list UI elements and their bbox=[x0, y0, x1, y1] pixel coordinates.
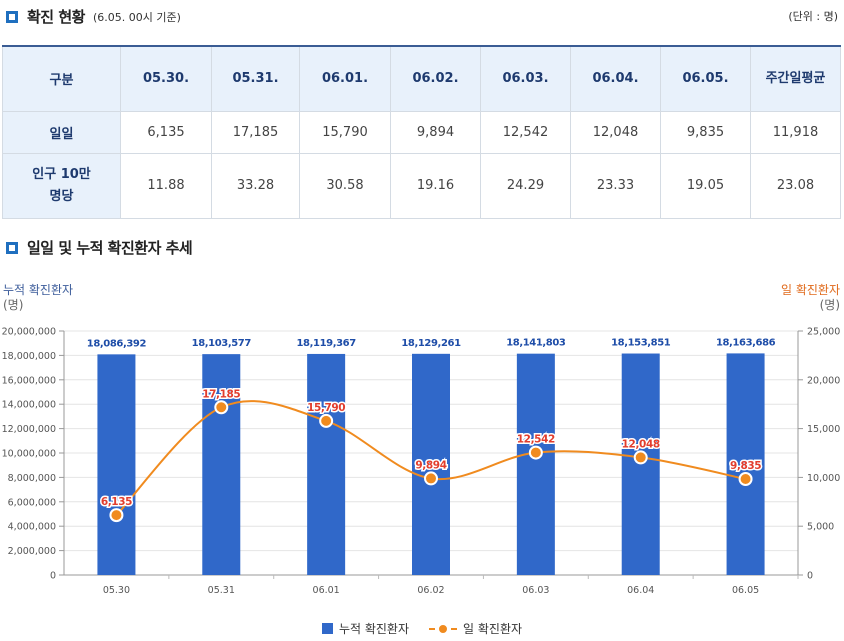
left-axis-label: 누적 확진환자 bbox=[3, 283, 74, 297]
bar-value-label: 18,129,261 bbox=[401, 338, 461, 349]
section-title: 확진 현황 bbox=[27, 8, 85, 26]
row-label: 인구 10만명당 bbox=[2, 152, 121, 219]
right-axis-label: 일 확진환자 bbox=[780, 283, 840, 297]
left-tick-label: 8,000,000 bbox=[8, 473, 56, 484]
table-cell: 9,894 bbox=[390, 110, 481, 154]
line-value-label: 9,894 bbox=[415, 459, 446, 471]
left-tick-label: 2,000,000 bbox=[8, 546, 56, 557]
line-point bbox=[109, 508, 124, 523]
left-tick-label: 12,000,000 bbox=[2, 424, 56, 435]
left-tick-label: 4,000,000 bbox=[8, 522, 56, 533]
right-tick-label: 5,000 bbox=[807, 522, 834, 533]
square-bullet-icon bbox=[6, 10, 18, 23]
confirmed-cases-table: 구분 05.30. 05.31. 06.01. 06.02. 06.03. 06… bbox=[2, 45, 841, 219]
chart-legend: 누적 확진환자 일 확진환자 bbox=[0, 620, 844, 637]
legend-label: 누적 확진환자 bbox=[338, 622, 410, 636]
line-point bbox=[528, 445, 543, 460]
table-cell: 23.08 bbox=[750, 152, 841, 219]
table-cell: 24.29 bbox=[480, 152, 571, 219]
table-header-row: 구분 05.30. 05.31. 06.01. 06.02. 06.03. 06… bbox=[2, 45, 841, 112]
unit-label: (단위 : 명) bbox=[788, 10, 838, 23]
table-cell: 23.33 bbox=[570, 152, 661, 219]
square-bullet-icon bbox=[6, 241, 18, 254]
table-cell: 19.16 bbox=[390, 152, 481, 219]
table-cell: 15,790 bbox=[299, 110, 391, 154]
header-cell: 05.31. bbox=[211, 45, 300, 112]
legend-item-cumulative[interactable]: 누적 확진환자 bbox=[321, 620, 410, 637]
bar-value-label: 18,103,577 bbox=[192, 338, 252, 349]
left-tick-label: 10,000,000 bbox=[2, 449, 56, 460]
line-marker-icon bbox=[429, 623, 458, 635]
line-value-label: 9,835 bbox=[730, 460, 761, 472]
left-axis-title: 누적 확진환자 (명) bbox=[3, 283, 73, 313]
line-value-label: 15,790 bbox=[307, 402, 345, 414]
line-point bbox=[319, 413, 334, 428]
left-tick-label: 16,000,000 bbox=[2, 375, 56, 386]
bar-value-label: 18,086,392 bbox=[87, 338, 147, 349]
right-axis-unit: (명) bbox=[819, 298, 840, 312]
line-point bbox=[214, 400, 229, 415]
x-tick-label: 06.04 bbox=[627, 585, 654, 596]
table-row: 인구 10만명당 11.88 33.28 30.58 19.16 24.29 2… bbox=[2, 152, 841, 219]
legend-label: 일 확진환자 bbox=[463, 622, 523, 636]
left-axis-unit: (명) bbox=[3, 298, 24, 312]
right-tick-label: 25,000 bbox=[807, 327, 840, 338]
right-tick-label: 10,000 bbox=[807, 473, 840, 484]
left-tick-label: 20,000,000 bbox=[2, 327, 56, 338]
table-cell: 6,135 bbox=[120, 110, 212, 154]
section-header-trend: 일일 및 누적 확진환자 추세 bbox=[6, 237, 193, 258]
header-cell: 06.04. bbox=[570, 45, 661, 112]
header-cell: 05.30. bbox=[120, 45, 212, 112]
table-cell: 19.05 bbox=[660, 152, 751, 219]
chart-title: 일일 및 누적 확진환자 추세 bbox=[27, 239, 193, 257]
bar-value-label: 18,141,803 bbox=[506, 338, 566, 349]
x-tick-label: 06.01 bbox=[313, 585, 340, 596]
header-cell: 06.03. bbox=[480, 45, 571, 112]
table-row: 일일 6,135 17,185 15,790 9,894 12,542 12,0… bbox=[2, 110, 841, 154]
line-value-label: 12,542 bbox=[517, 434, 555, 446]
header-cell: 주간일평균 bbox=[750, 45, 841, 112]
x-tick-label: 05.30 bbox=[103, 585, 130, 596]
header-cell: 구분 bbox=[2, 45, 121, 112]
legend-item-daily[interactable]: 일 확진환자 bbox=[429, 620, 522, 637]
table-cell: 11.88 bbox=[120, 152, 212, 219]
left-tick-label: 14,000,000 bbox=[2, 400, 56, 411]
line-point bbox=[738, 472, 753, 487]
bar bbox=[202, 354, 241, 575]
table-cell: 12,048 bbox=[570, 110, 661, 154]
right-tick-label: 20,000 bbox=[807, 375, 840, 386]
line-value-label: 12,048 bbox=[622, 438, 660, 450]
bar-value-label: 18,119,367 bbox=[297, 338, 357, 349]
section-header-status: 확진 현황 (6.05. 00시 기준) bbox=[6, 6, 181, 27]
x-tick-label: 06.03 bbox=[522, 585, 549, 596]
right-tick-label: 0 bbox=[807, 571, 813, 582]
bar-value-label: 18,163,686 bbox=[716, 337, 776, 348]
left-tick-label: 18,000,000 bbox=[2, 351, 56, 362]
x-tick-label: 05.31 bbox=[208, 585, 235, 596]
table-cell: 17,185 bbox=[211, 110, 300, 154]
left-tick-label: 0 bbox=[50, 571, 56, 582]
section-subtitle: (6.05. 00시 기준) bbox=[92, 10, 181, 24]
bar-value-label: 18,153,851 bbox=[611, 338, 671, 349]
row-label: 일일 bbox=[2, 110, 121, 154]
line-point bbox=[633, 450, 648, 465]
bar bbox=[97, 354, 136, 575]
x-tick-label: 06.05 bbox=[732, 585, 759, 596]
bar bbox=[726, 353, 765, 575]
bar bbox=[412, 353, 450, 575]
bar-swatch-icon bbox=[321, 623, 333, 634]
line-point bbox=[424, 471, 438, 486]
right-tick-label: 15,000 bbox=[807, 424, 840, 435]
bar bbox=[307, 353, 346, 575]
line-value-label: 6,135 bbox=[101, 496, 132, 508]
left-tick-label: 6,000,000 bbox=[8, 497, 56, 508]
line-value-label: 17,185 bbox=[202, 388, 240, 400]
bar bbox=[516, 353, 555, 575]
x-tick-label: 06.02 bbox=[417, 585, 444, 596]
right-axis-title: 일 확진환자 (명) bbox=[781, 283, 840, 313]
header-cell: 06.02. bbox=[390, 45, 481, 112]
